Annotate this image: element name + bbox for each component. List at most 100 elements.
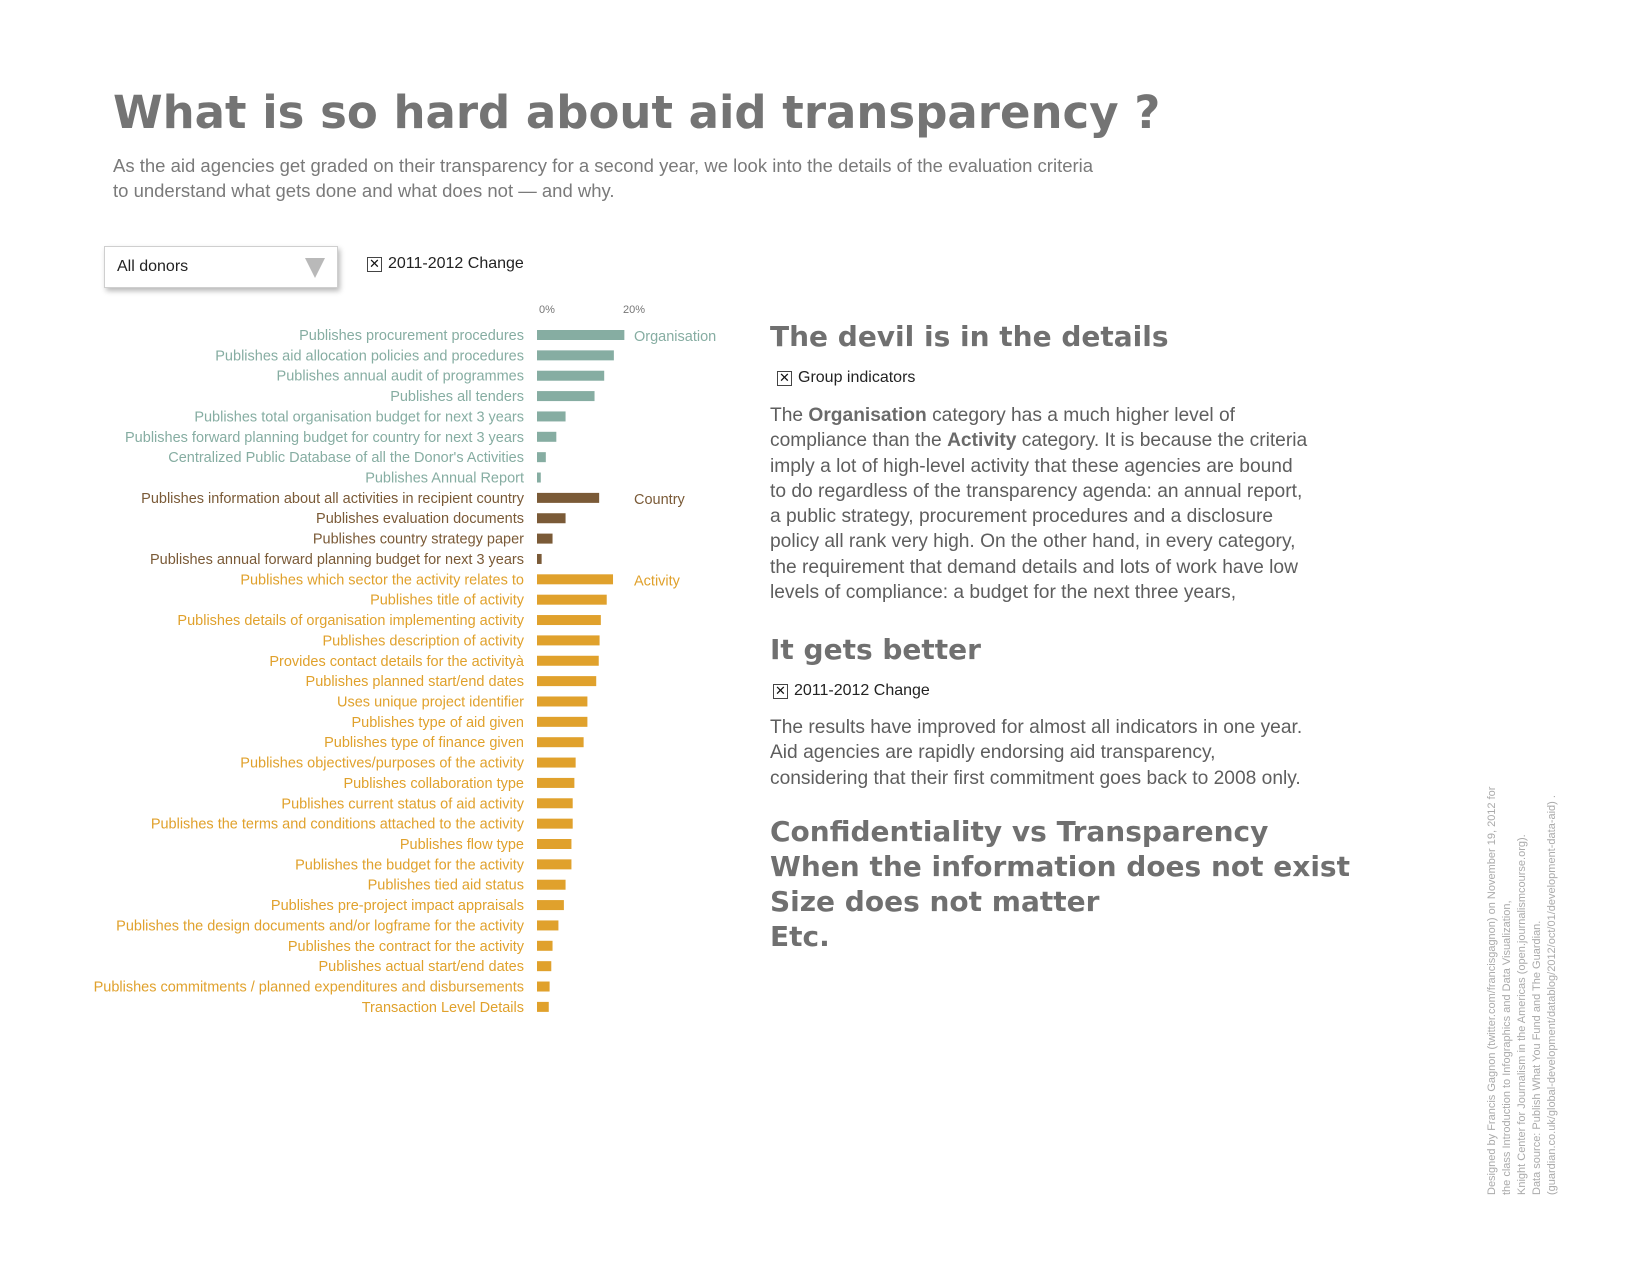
x-tick-label: 0% bbox=[539, 304, 555, 316]
category-label: Publishes details of organisation implem… bbox=[177, 613, 524, 629]
group-label: Country bbox=[634, 492, 686, 508]
group-label: Organisation bbox=[634, 329, 716, 345]
page-title: What is so hard about aid transparency ? bbox=[113, 86, 1161, 139]
bar bbox=[537, 900, 564, 911]
category-label: Publishes current status of aid activity bbox=[281, 796, 524, 812]
bar bbox=[537, 574, 614, 585]
topic-link[interactable]: Confidentiality vs Transparency bbox=[770, 815, 1269, 848]
group-label: Activity bbox=[634, 573, 681, 589]
category-label: Publishes Annual Report bbox=[365, 471, 524, 487]
category-label: Publishes evaluation documents bbox=[316, 511, 524, 527]
category-label: Publishes flow type bbox=[400, 837, 524, 853]
category-label: Publishes the contract for the activity bbox=[288, 939, 525, 955]
topic-link[interactable]: When the information does not exist bbox=[770, 850, 1350, 883]
bar bbox=[537, 818, 573, 829]
topic-link[interactable]: Etc. bbox=[770, 920, 830, 953]
bar bbox=[537, 940, 553, 951]
bar bbox=[537, 839, 572, 849]
better-paragraph: The results have improved for almost all… bbox=[770, 717, 1303, 789]
bar bbox=[537, 777, 575, 788]
bar bbox=[537, 553, 542, 564]
bar bbox=[537, 350, 614, 361]
category-label: Publishes country strategy paper bbox=[313, 532, 524, 548]
checkbox-checked-icon: ✕ bbox=[367, 256, 382, 272]
bar bbox=[537, 594, 607, 605]
details-text-1: The bbox=[770, 405, 809, 426]
category-label: Centralized Public Database of all the D… bbox=[168, 450, 524, 466]
donor-select-value: All donors bbox=[117, 258, 189, 275]
category-label: Publishes total organisation budget for … bbox=[194, 409, 524, 425]
bar bbox=[537, 492, 600, 503]
change-toggle-top[interactable]: ✕ 2011-2012 Change bbox=[367, 255, 524, 273]
category-label: Publishes information about all activiti… bbox=[141, 491, 525, 507]
category-label: Uses unique project identifier bbox=[337, 694, 524, 710]
donor-select[interactable]: All donors bbox=[104, 246, 338, 288]
bar bbox=[537, 370, 605, 381]
category-label: Publishes aid allocation policies and pr… bbox=[215, 348, 524, 364]
category-label: Publishes tied aid status bbox=[368, 878, 524, 894]
change-toggle-label: 2011-2012 Change bbox=[388, 255, 524, 272]
category-label: Provides contact details for the activit… bbox=[269, 654, 525, 670]
bar bbox=[537, 961, 552, 972]
bar bbox=[537, 472, 541, 483]
category-label: Publishes all tenders bbox=[390, 389, 524, 405]
bar bbox=[537, 513, 566, 524]
bar bbox=[537, 330, 625, 340]
change-toggle-bottom[interactable]: ✕ 2011-2012 Change bbox=[773, 682, 930, 700]
bar bbox=[537, 391, 595, 402]
checkbox-checked-icon: ✕ bbox=[773, 683, 788, 699]
bar bbox=[537, 615, 601, 626]
bar bbox=[537, 981, 550, 992]
details-text-2: category has a much higher level of comp… bbox=[770, 405, 1235, 452]
details-text-3: category. It is because the criteria imp… bbox=[770, 430, 1308, 604]
dropdown-arrow-icon bbox=[305, 258, 325, 278]
category-label: Publishes annual audit of programmes bbox=[277, 369, 524, 385]
bar bbox=[537, 737, 584, 748]
category-label: Publishes pre-project impact appraisals bbox=[271, 898, 524, 914]
category-label: Publishes description of activity bbox=[323, 633, 525, 649]
checkbox-checked-icon: ✕ bbox=[777, 370, 792, 386]
change-toggle-bottom-label: 2011-2012 Change bbox=[794, 682, 930, 699]
bar bbox=[537, 716, 588, 727]
x-tick-label: 20% bbox=[623, 304, 645, 316]
category-label: Publishes the terms and conditions attac… bbox=[151, 817, 525, 833]
category-label: Publishes actual start/end dates bbox=[318, 959, 524, 975]
category-label: Publishes the design documents and/or lo… bbox=[116, 918, 525, 934]
indicator-bar-chart: 0% 20% Publishes procurement procedures Org… bbox=[94, 304, 717, 1016]
category-label: Publishes annual forward planning budget… bbox=[150, 552, 524, 568]
credit-line: (guardian.co.uk/global-development/datab… bbox=[1546, 795, 1558, 1195]
bar bbox=[537, 798, 573, 809]
category-label: Transaction Level Details bbox=[362, 1000, 524, 1016]
subtitle-line-1: As the aid agencies get graded on their … bbox=[113, 155, 1094, 176]
category-label: Publishes procurement procedures bbox=[299, 328, 524, 344]
bar bbox=[537, 676, 597, 687]
category-label: Publishes type of finance given bbox=[324, 735, 524, 751]
category-label: Publishes forward planning budget for co… bbox=[125, 430, 524, 446]
group-indicators-label: Group indicators bbox=[798, 369, 916, 386]
category-label: Publishes collaboration type bbox=[343, 776, 524, 792]
details-paragraph: The Organisation category has a much hig… bbox=[770, 403, 1310, 605]
bar bbox=[537, 757, 576, 768]
credit-line: the class Introduction to Infographics a… bbox=[1501, 900, 1513, 1195]
credit-line: Designed by Francis Gagnon (twitter.com/… bbox=[1486, 786, 1498, 1195]
category-label: Publishes objectives/purposes of the act… bbox=[240, 756, 524, 772]
category-label: Publishes commitments / planned expendit… bbox=[94, 980, 524, 996]
topic-link[interactable]: Size does not matter bbox=[770, 885, 1100, 918]
credits: Designed by Francis Gagnon (twitter.com/… bbox=[1485, 787, 1560, 1195]
bar bbox=[537, 859, 572, 870]
details-bold-organisation: Organisation bbox=[808, 405, 927, 426]
category-label: Publishes which sector the activity rela… bbox=[240, 572, 524, 588]
better-heading: It gets better bbox=[770, 633, 981, 666]
bar bbox=[537, 635, 600, 646]
bar bbox=[537, 411, 566, 422]
category-label: Publishes the budget for the activity bbox=[295, 857, 525, 873]
bar bbox=[537, 431, 557, 442]
bar bbox=[537, 696, 588, 707]
credit-line: Knight Center for Journalism in the Amer… bbox=[1516, 834, 1528, 1195]
bar bbox=[537, 1001, 549, 1012]
details-bold-activity: Activity bbox=[947, 430, 1017, 452]
subtitle-line-2: to understand what gets done and what do… bbox=[113, 180, 615, 201]
group-indicators-toggle[interactable]: ✕ Group indicators bbox=[777, 369, 915, 387]
bar bbox=[537, 879, 566, 890]
category-label: Publishes title of activity bbox=[370, 593, 525, 609]
